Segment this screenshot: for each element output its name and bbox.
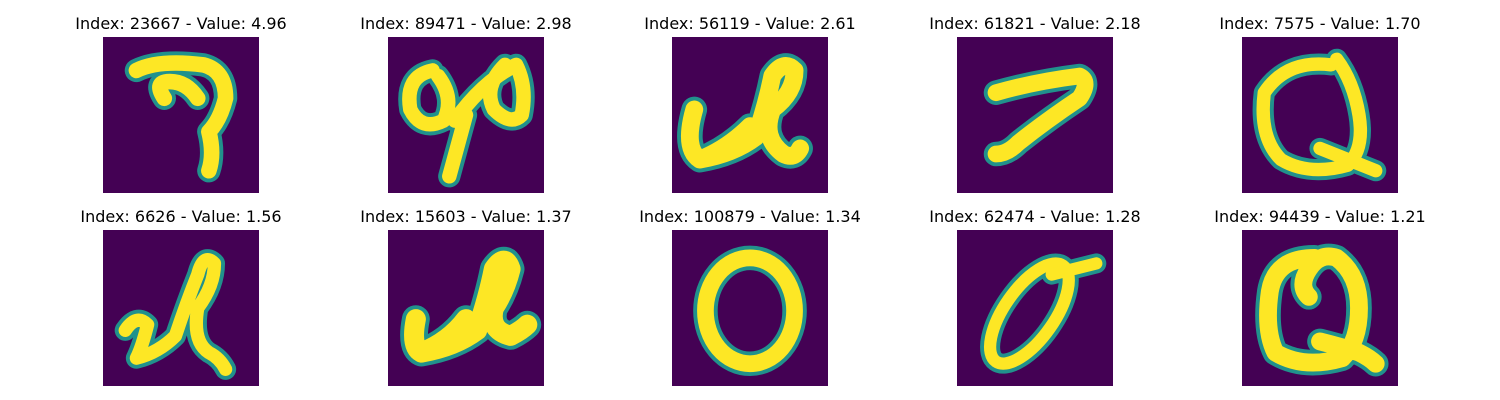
panel-title: Index: 6626 - Value: 1.56	[80, 207, 282, 226]
digit-image	[672, 37, 828, 193]
panel-title: Index: 62474 - Value: 1.28	[929, 207, 1141, 226]
digit-image	[388, 230, 544, 386]
digit-image	[1242, 230, 1398, 386]
panel-title: Index: 7575 - Value: 1.70	[1219, 14, 1421, 33]
digit-image	[1242, 37, 1398, 193]
digit-image	[103, 37, 259, 193]
panel-title: Index: 94439 - Value: 1.21	[1214, 207, 1426, 226]
panel-title: Index: 56119 - Value: 2.61	[644, 14, 856, 33]
panel-title: Index: 89471 - Value: 2.98	[360, 14, 572, 33]
digit-image	[957, 37, 1113, 193]
panel-title: Index: 15603 - Value: 1.37	[360, 207, 572, 226]
panel-title: Index: 23667 - Value: 4.96	[75, 14, 287, 33]
digit-image	[103, 230, 259, 386]
panel-title: Index: 100879 - Value: 1.34	[639, 207, 861, 226]
digit-image	[957, 230, 1113, 386]
digit-image	[672, 230, 828, 386]
digit-image	[388, 37, 544, 193]
panel-title: Index: 61821 - Value: 2.18	[929, 14, 1141, 33]
